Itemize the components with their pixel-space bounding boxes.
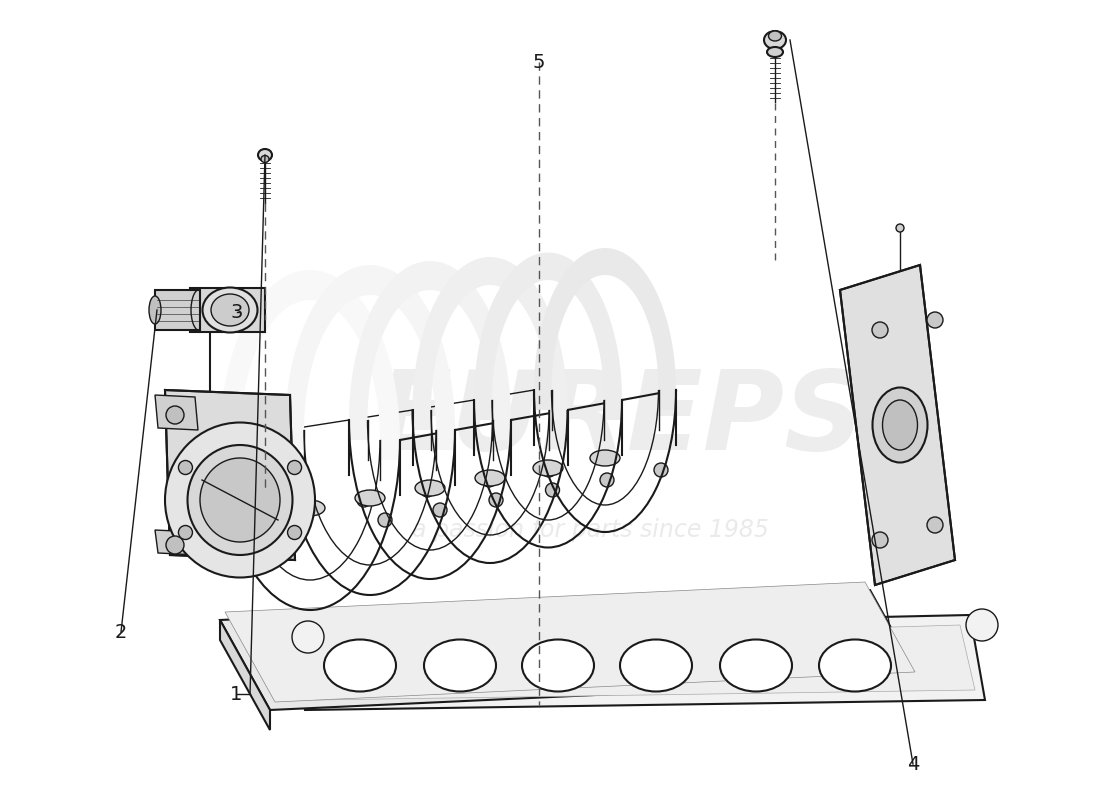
Circle shape: [600, 473, 614, 487]
Ellipse shape: [882, 400, 917, 450]
Circle shape: [166, 536, 184, 554]
Polygon shape: [349, 261, 512, 440]
Ellipse shape: [211, 294, 249, 326]
Ellipse shape: [475, 470, 505, 486]
Polygon shape: [412, 257, 568, 430]
Polygon shape: [534, 248, 676, 410]
Text: EUREPS: EUREPS: [375, 366, 865, 474]
Text: 4: 4: [906, 754, 920, 774]
Ellipse shape: [165, 422, 315, 578]
Circle shape: [927, 517, 943, 533]
Circle shape: [482, 473, 496, 487]
Polygon shape: [220, 270, 400, 460]
Polygon shape: [300, 625, 975, 700]
Ellipse shape: [295, 500, 324, 516]
Ellipse shape: [534, 460, 563, 476]
Polygon shape: [155, 290, 200, 330]
Circle shape: [872, 322, 888, 338]
Ellipse shape: [324, 639, 396, 691]
Ellipse shape: [764, 31, 786, 49]
Text: 5: 5: [532, 53, 546, 72]
Polygon shape: [474, 253, 621, 420]
Circle shape: [654, 463, 668, 477]
Ellipse shape: [872, 387, 927, 462]
Circle shape: [358, 493, 371, 507]
Ellipse shape: [620, 639, 692, 691]
Circle shape: [927, 312, 943, 328]
Circle shape: [166, 406, 184, 424]
Circle shape: [542, 463, 556, 477]
Polygon shape: [290, 615, 984, 710]
Circle shape: [228, 513, 242, 527]
Polygon shape: [155, 530, 198, 555]
Polygon shape: [155, 395, 198, 430]
Polygon shape: [190, 288, 265, 332]
Circle shape: [178, 461, 192, 474]
Ellipse shape: [720, 639, 792, 691]
Text: 3: 3: [230, 302, 243, 322]
Text: a passion for parts since 1985: a passion for parts since 1985: [411, 518, 769, 542]
Ellipse shape: [820, 639, 891, 691]
Ellipse shape: [261, 155, 270, 162]
Text: 1: 1: [230, 685, 243, 704]
Ellipse shape: [202, 287, 257, 333]
Polygon shape: [165, 390, 295, 560]
Ellipse shape: [258, 149, 272, 161]
Polygon shape: [220, 620, 270, 730]
Ellipse shape: [767, 47, 783, 57]
Ellipse shape: [355, 490, 385, 506]
Ellipse shape: [415, 480, 446, 496]
Circle shape: [546, 483, 560, 497]
Circle shape: [420, 483, 434, 497]
Circle shape: [490, 493, 503, 507]
Polygon shape: [840, 265, 955, 585]
Polygon shape: [220, 590, 920, 710]
Circle shape: [178, 526, 192, 539]
Circle shape: [966, 609, 998, 641]
Circle shape: [433, 503, 447, 517]
Ellipse shape: [896, 224, 904, 232]
Ellipse shape: [187, 445, 293, 555]
Ellipse shape: [590, 450, 620, 466]
Ellipse shape: [424, 639, 496, 691]
Circle shape: [872, 532, 888, 548]
Ellipse shape: [148, 296, 161, 324]
Ellipse shape: [200, 458, 280, 542]
Circle shape: [287, 461, 301, 474]
Circle shape: [378, 513, 392, 527]
Polygon shape: [285, 265, 455, 450]
Text: 2: 2: [114, 622, 128, 642]
Circle shape: [292, 621, 324, 653]
Ellipse shape: [769, 31, 781, 41]
Circle shape: [293, 503, 307, 517]
Polygon shape: [226, 582, 915, 702]
Ellipse shape: [522, 639, 594, 691]
Circle shape: [287, 526, 301, 539]
